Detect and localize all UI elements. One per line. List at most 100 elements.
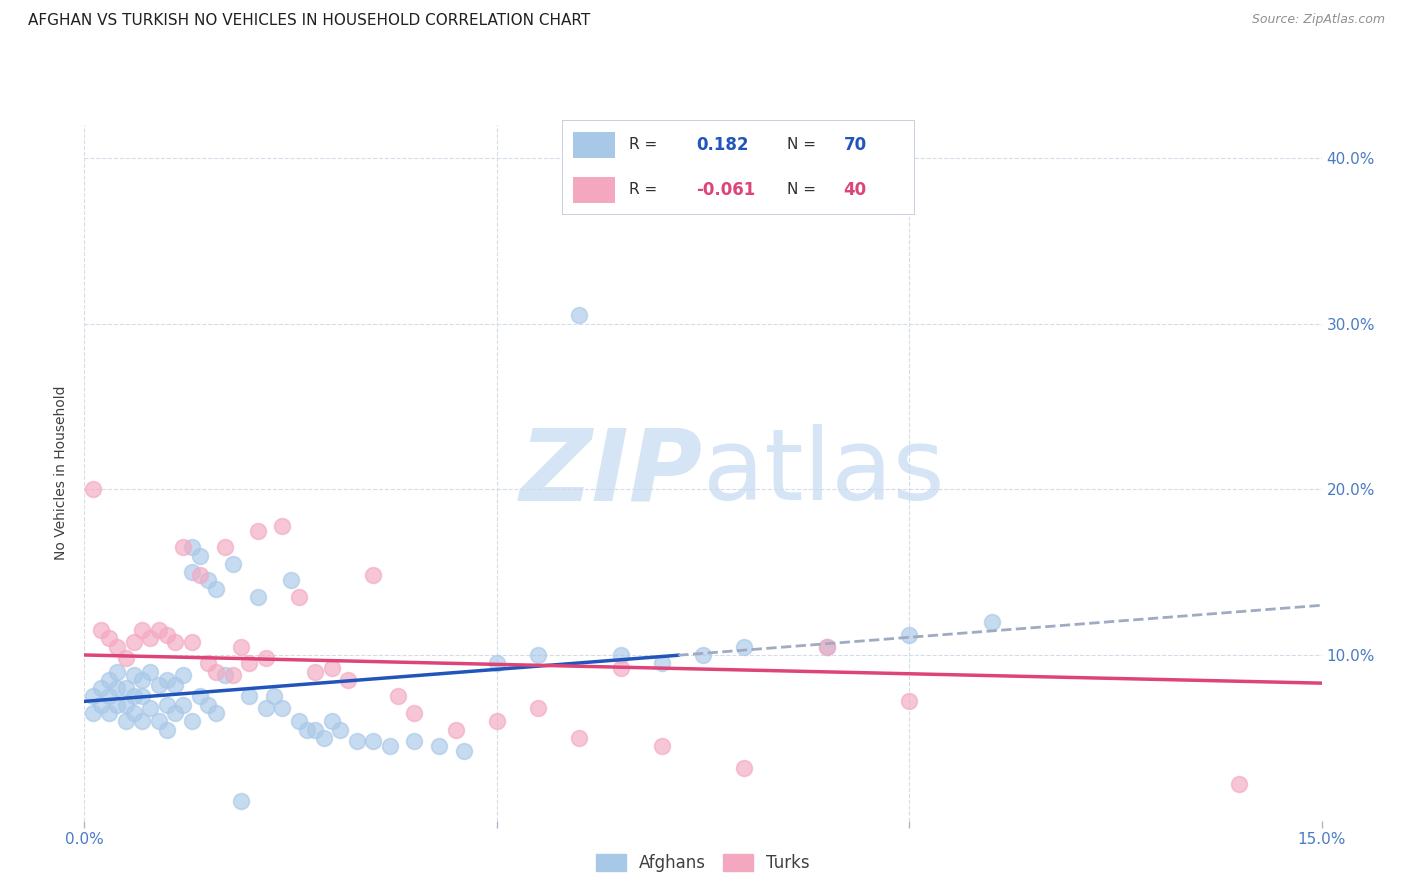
Point (105, 681, 128, 695)
Point (651, 657, 673, 671)
Point (188, 549, 211, 563)
Point (238, 657, 260, 671)
Text: Source: ZipAtlas.com: Source: ZipAtlas.com (1251, 13, 1385, 27)
Point (82, 690, 104, 704)
Point (188, 690, 211, 704)
Point (114, 714, 136, 729)
Point (692, 648, 714, 662)
Point (485, 714, 508, 729)
Point (361, 568, 384, 582)
Point (131, 673, 153, 687)
Text: 0.182: 0.182 (696, 136, 748, 153)
Point (156, 723, 179, 737)
Legend: Afghans, Turks: Afghans, Turks (589, 847, 817, 879)
Point (122, 634, 145, 648)
Text: ZIP: ZIP (520, 425, 703, 521)
Point (114, 698, 136, 712)
Text: 70: 70 (844, 136, 866, 153)
Point (254, 701, 277, 715)
Point (180, 714, 202, 729)
Text: AFGHAN VS TURKISH NO VEHICLES IN HOUSEHOLD CORRELATION CHART: AFGHAN VS TURKISH NO VEHICLES IN HOUSEHO… (28, 13, 591, 29)
Point (815, 640, 838, 654)
Point (114, 651, 136, 665)
Point (122, 690, 145, 704)
Point (98, 673, 121, 687)
Point (139, 665, 162, 679)
Point (263, 690, 285, 704)
Y-axis label: No Vehicles in Household: No Vehicles in Household (55, 385, 69, 560)
Point (346, 734, 368, 748)
Point (98, 690, 121, 704)
Point (122, 668, 145, 682)
Point (205, 665, 228, 679)
Point (180, 541, 202, 555)
Text: R =: R = (630, 182, 658, 197)
Point (148, 678, 170, 692)
Point (131, 714, 153, 729)
Point (122, 706, 145, 720)
Point (898, 694, 921, 708)
Point (180, 565, 202, 579)
Point (82, 706, 104, 720)
Point (898, 628, 921, 642)
Point (361, 734, 384, 748)
Point (271, 518, 294, 533)
Point (114, 681, 136, 695)
Point (90, 623, 112, 637)
Point (288, 590, 311, 604)
Point (337, 673, 360, 687)
Point (90, 681, 112, 695)
Text: N =: N = (787, 182, 817, 197)
Point (197, 657, 219, 671)
Point (568, 309, 591, 323)
Point (205, 582, 228, 596)
Text: 40: 40 (844, 181, 866, 199)
Point (214, 541, 236, 555)
Point (527, 648, 550, 662)
Point (197, 698, 219, 712)
Point (733, 640, 755, 654)
Point (222, 557, 245, 571)
Point (444, 723, 467, 737)
Point (312, 731, 335, 745)
Text: R =: R = (630, 137, 658, 153)
Point (321, 714, 343, 729)
Point (733, 761, 755, 775)
Point (172, 541, 194, 555)
Point (609, 648, 631, 662)
Point (165, 634, 187, 648)
Point (172, 698, 194, 712)
Point (485, 657, 508, 671)
Point (131, 623, 153, 637)
Point (271, 701, 294, 715)
Point (148, 714, 170, 729)
Point (378, 739, 401, 753)
Point (214, 668, 236, 682)
Point (165, 706, 187, 720)
Text: N =: N = (787, 137, 817, 153)
Point (156, 628, 179, 642)
Point (222, 668, 245, 682)
Point (304, 723, 326, 737)
Point (1227, 777, 1250, 791)
Point (238, 690, 260, 704)
Point (105, 698, 128, 712)
Point (527, 701, 550, 715)
Point (131, 690, 153, 704)
Point (329, 723, 352, 737)
Point (246, 524, 269, 538)
Point (197, 574, 219, 588)
Point (229, 794, 252, 808)
Point (387, 690, 409, 704)
Point (139, 701, 162, 715)
Point (98, 706, 121, 720)
Point (280, 574, 302, 588)
Point (254, 651, 277, 665)
Point (453, 744, 475, 758)
Point (82, 483, 104, 497)
Point (205, 706, 228, 720)
Point (295, 723, 318, 737)
Point (651, 739, 673, 753)
Point (90, 698, 112, 712)
Point (568, 731, 591, 745)
